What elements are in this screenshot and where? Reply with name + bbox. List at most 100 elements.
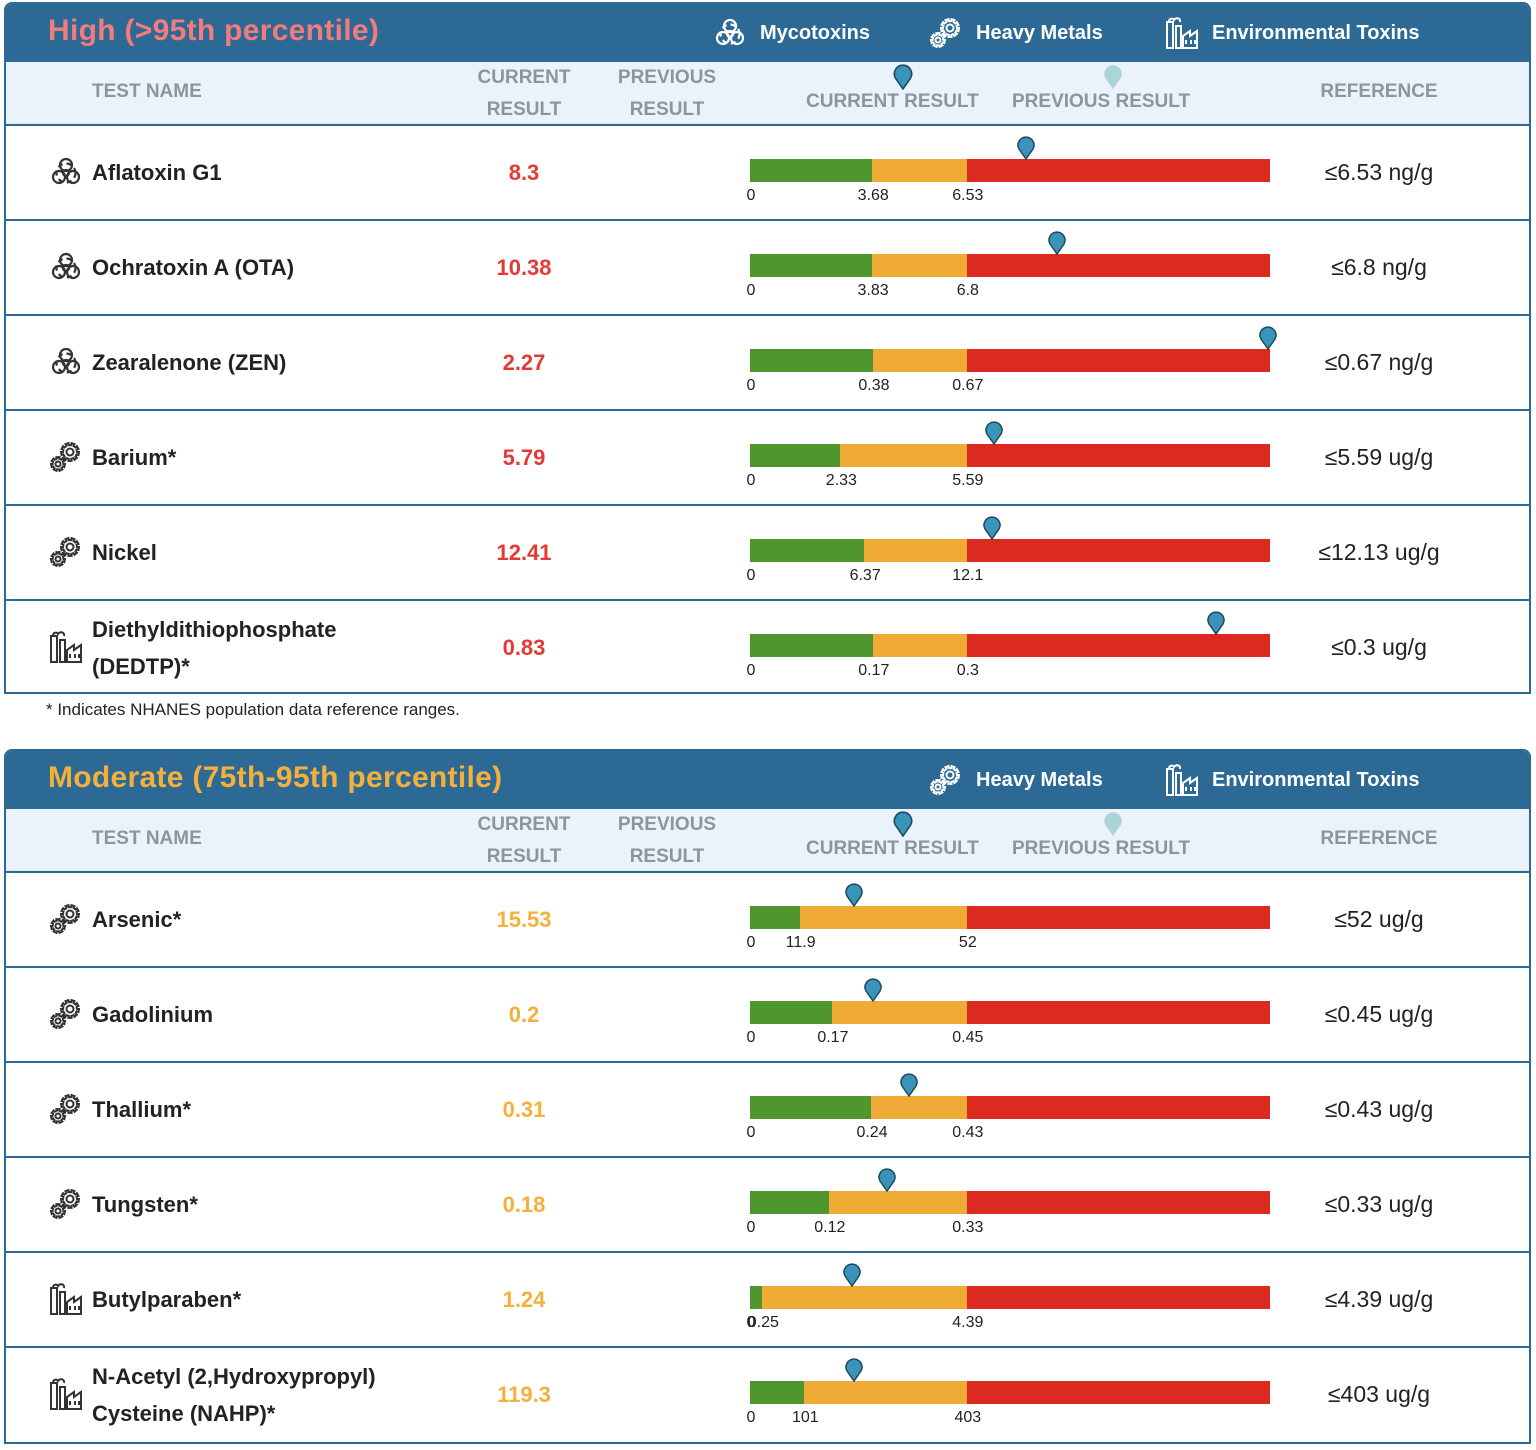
biohazard-icon — [51, 157, 81, 185]
biohazard-icon — [715, 18, 745, 46]
reference-range: ≤0.67 ng/g — [1324, 349, 1434, 375]
gears-icon — [49, 1093, 81, 1125]
tick-label: 101 — [791, 1409, 819, 1426]
test-name: Butylparaben* — [92, 1287, 242, 1312]
current-result-value: 0.83 — [502, 635, 546, 660]
reference-range: ≤403 ug/g — [1327, 1381, 1431, 1407]
result-range-bar: 0 3.68 6.53 — [747, 159, 1270, 204]
range-moderate-segment — [762, 1286, 967, 1309]
test-name: Barium* — [92, 445, 177, 470]
test-name: Aflatoxin G1 — [92, 160, 222, 185]
biohazard-icon — [51, 347, 81, 375]
gears-icon — [49, 998, 81, 1030]
range-high-segment — [966, 349, 1270, 372]
current-result-value: 15.53 — [496, 907, 552, 932]
current-result-value: 0.31 — [502, 1097, 546, 1122]
tick-label: 5.59 — [952, 472, 984, 489]
tick-label: 6.37 — [849, 567, 881, 584]
tick-label: 4.39 — [952, 1314, 984, 1331]
range-normal-segment — [750, 1096, 872, 1119]
range-normal-segment — [750, 159, 873, 182]
range-high-segment — [966, 634, 1270, 657]
gears-icon — [929, 17, 961, 49]
legend-environmental-toxins: Environmental Toxins — [1164, 763, 1419, 797]
test-name: Thallium* — [92, 1097, 192, 1122]
current-result-value: 119.3 — [497, 1382, 551, 1407]
result-range-bar: 0 3.83 6.8 — [747, 254, 1270, 299]
range-high-segment — [966, 1286, 1270, 1309]
table-row: Gadolinium 0.2 0 0.17 0.45 ≤0.45 ug/g — [6, 966, 1529, 1061]
panel-header: High (>95th percentile) Mycotoxins Heavy… — [6, 4, 1529, 62]
column-current-result: CURRENT RESULT — [477, 67, 571, 120]
current-result-marker — [843, 1263, 862, 1287]
tick-label: 0 — [746, 187, 756, 204]
tick-label: 0 — [746, 1029, 756, 1046]
column-header-row: TEST NAME CURRENT RESULT PREVIOUS RESULT… — [6, 62, 1529, 124]
result-range-bar: 0 6.37 12.1 — [747, 539, 1270, 584]
reference-range: ≤0.3 ug/g — [1331, 634, 1427, 660]
tick-label: 0 — [746, 377, 756, 394]
current-result-marker — [899, 1073, 918, 1097]
range-high-segment — [966, 1191, 1270, 1214]
legend-label: Heavy Metals — [976, 21, 1103, 44]
range-moderate-segment — [840, 444, 967, 467]
range-moderate-segment — [871, 1096, 967, 1119]
current-result-marker-icon — [893, 64, 913, 90]
current-result-value: 0.2 — [508, 1002, 540, 1027]
range-normal-segment — [750, 906, 800, 929]
range-moderate-segment — [872, 254, 967, 277]
factory-icon — [50, 631, 82, 663]
moderate-percentile-panel: Moderate (75th-95th percentile) Heavy Me… — [4, 749, 1531, 1444]
result-range-bar: 0 0.17 0.45 — [747, 1001, 1270, 1046]
result-range-bar: 0 2.33 5.59 — [747, 444, 1270, 489]
range-moderate-segment — [831, 1001, 967, 1024]
tick-label: 0.45 — [952, 1029, 984, 1046]
range-high-segment — [966, 444, 1270, 467]
current-result-marker — [878, 1168, 896, 1192]
range-normal-segment — [750, 254, 873, 277]
tick-label: 6.8 — [956, 282, 979, 299]
tick-label: 3.83 — [857, 282, 889, 299]
tick-label: 0.24 — [856, 1124, 888, 1141]
test-name: Nickel — [92, 540, 157, 565]
current-result-value: 12.41 — [496, 540, 552, 565]
gears-icon — [929, 764, 961, 796]
current-result-marker — [864, 978, 882, 1002]
current-result-value: 0.18 — [502, 1192, 546, 1217]
current-result-marker — [1016, 136, 1035, 160]
previous-result-marker-icon — [1104, 812, 1122, 836]
tick-label: 0.25 — [747, 1314, 779, 1331]
result-range-bar: 0 101 403 — [747, 1381, 1270, 1426]
range-moderate-segment — [799, 906, 967, 929]
tick-label: 0 — [746, 1124, 756, 1141]
current-result-marker — [985, 421, 1004, 445]
range-normal-segment — [750, 1191, 829, 1214]
range-normal-segment — [750, 634, 873, 657]
result-range-bar: 0 0.12 0.33 — [747, 1191, 1270, 1236]
table-row: Thallium* 0.31 0 0.24 0.43 ≤0.43 ug/g — [6, 1061, 1529, 1156]
reference-range: ≤12.13 ug/g — [1318, 539, 1440, 565]
gears-icon — [49, 1188, 81, 1220]
range-normal-segment — [750, 1381, 805, 1404]
reference-range: ≤5.59 ug/g — [1324, 444, 1434, 470]
result-range-bar: 0 0.38 0.67 — [747, 349, 1270, 394]
reference-range: ≤0.43 ug/g — [1324, 1096, 1434, 1122]
tick-label: 52 — [958, 934, 977, 951]
table-row: N-Acetyl (2,Hydroxypropyl) Cysteine (NAHP… — [6, 1346, 1529, 1441]
legend-label: Environmental Toxins — [1212, 21, 1420, 44]
current-result-value: 1.24 — [502, 1287, 546, 1312]
reference-range: ≤4.39 ug/g — [1324, 1286, 1434, 1312]
factory-icon — [1166, 764, 1198, 796]
result-range-bar: 0 0.25 4.39 — [747, 1286, 1270, 1331]
factory-icon — [50, 1283, 82, 1315]
footnote: * Indicates NHANES population data refer… — [46, 700, 460, 719]
range-moderate-segment — [804, 1381, 967, 1404]
legend-current-result: CURRENT RESULT — [806, 91, 979, 112]
test-name: Diethyldithiophosphate (DEDTP)* — [92, 617, 337, 679]
table-row: Butylparaben* 1.24 0 0.25 4.39 ≤4.39 ug/g — [6, 1251, 1529, 1346]
result-range-bar: 0 0.17 0.3 — [747, 634, 1270, 679]
range-high-segment — [966, 254, 1270, 277]
current-result-value: 2.27 — [502, 350, 546, 375]
current-result-marker — [1207, 611, 1226, 635]
test-name: Zearalenone (ZEN) — [92, 350, 287, 375]
